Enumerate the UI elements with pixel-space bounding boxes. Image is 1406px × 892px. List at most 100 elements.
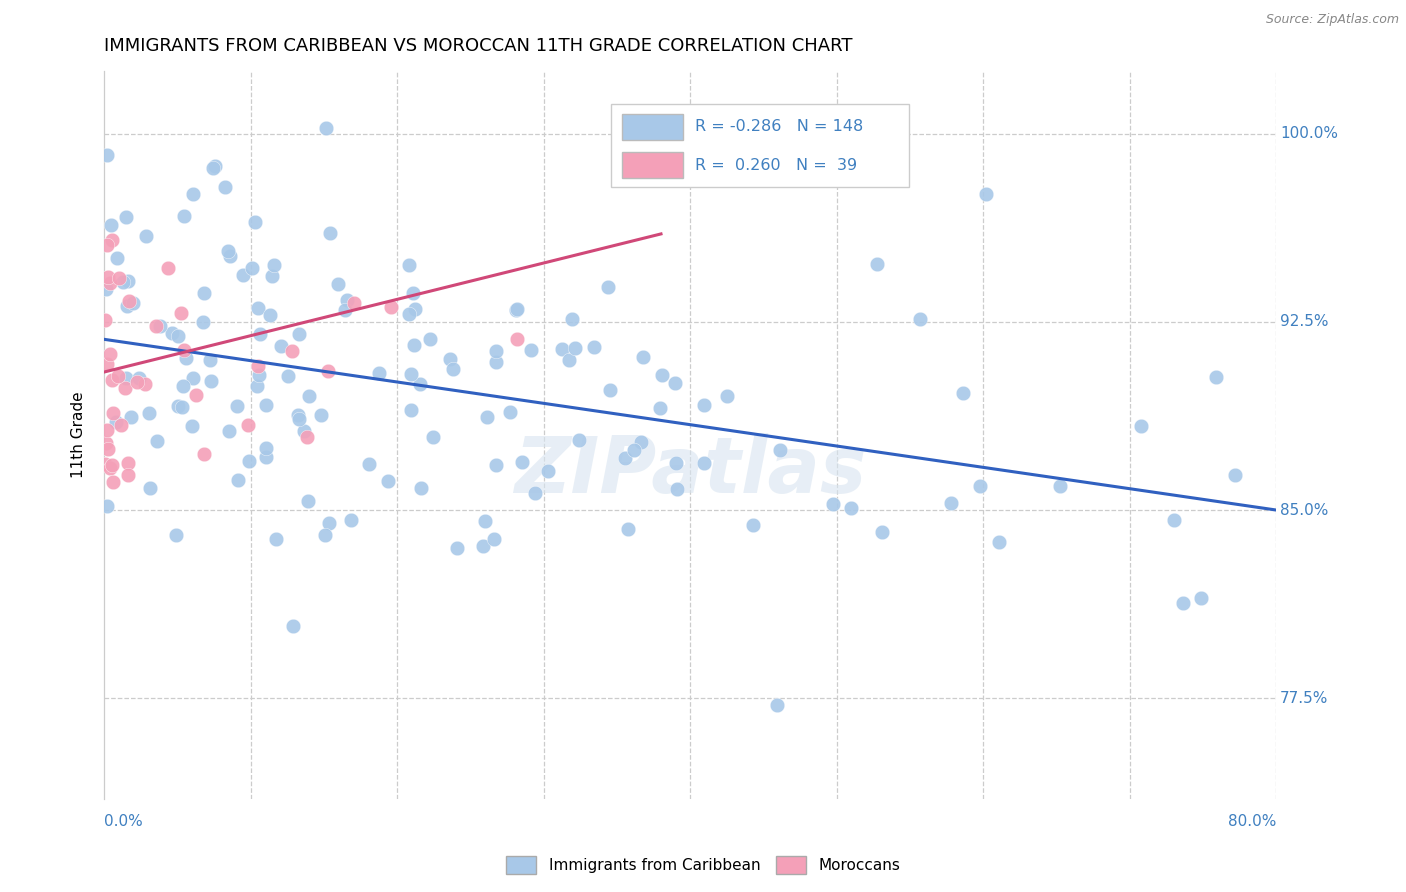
- Point: [1189, 591, 1212, 606]
- Point: [98, 276, 121, 290]
- Point: [377, 474, 399, 488]
- Point: [357, 457, 380, 471]
- Point: [138, 406, 160, 420]
- Y-axis label: 11th Grade: 11th Grade: [72, 392, 86, 478]
- Point: [510, 454, 533, 468]
- Point: [202, 161, 225, 175]
- Point: [117, 468, 139, 483]
- Point: [149, 319, 172, 334]
- Point: [870, 524, 893, 539]
- Point: [297, 493, 319, 508]
- Point: [482, 532, 505, 546]
- Text: R =  0.260   N =  39: R = 0.260 N = 39: [695, 158, 858, 173]
- Point: [183, 371, 205, 385]
- Point: [485, 355, 508, 369]
- Point: [505, 332, 527, 346]
- Point: [316, 364, 339, 378]
- Point: [249, 327, 271, 342]
- Point: [343, 296, 366, 310]
- Point: [98, 461, 121, 475]
- Point: [328, 277, 350, 292]
- Point: [218, 424, 240, 438]
- Point: [200, 353, 222, 368]
- Point: [1129, 418, 1152, 433]
- Point: [287, 408, 309, 422]
- Text: ZIPatlas: ZIPatlas: [515, 434, 866, 509]
- Point: [173, 209, 195, 223]
- Point: [398, 307, 420, 321]
- Point: [380, 300, 402, 314]
- Point: [117, 456, 139, 470]
- Point: [191, 315, 214, 329]
- Point: [281, 619, 304, 633]
- Point: [238, 454, 260, 468]
- Point: [96, 357, 118, 371]
- Point: [367, 366, 389, 380]
- Point: [100, 218, 122, 232]
- Point: [101, 475, 124, 489]
- Point: [218, 249, 240, 263]
- Point: [693, 456, 716, 470]
- Point: [277, 368, 299, 383]
- Point: [315, 121, 337, 136]
- Point: [97, 442, 120, 456]
- Point: [100, 373, 122, 387]
- Point: [172, 379, 194, 393]
- Point: [101, 233, 124, 247]
- Point: [117, 274, 139, 288]
- Point: [114, 370, 136, 384]
- Point: [243, 215, 266, 229]
- Point: [309, 408, 332, 422]
- Point: [165, 528, 187, 542]
- Point: [766, 698, 789, 712]
- Point: [558, 352, 581, 367]
- Point: [409, 481, 432, 495]
- Point: [94, 436, 117, 450]
- Point: [292, 424, 315, 438]
- Point: [107, 252, 129, 266]
- Point: [246, 379, 269, 393]
- Point: [120, 410, 142, 425]
- Point: [339, 513, 361, 527]
- Point: [505, 303, 527, 318]
- Point: [498, 404, 520, 418]
- Point: [242, 260, 264, 275]
- Point: [404, 302, 426, 317]
- Point: [281, 343, 304, 358]
- Point: [160, 326, 183, 340]
- Point: [523, 486, 546, 500]
- Point: [112, 275, 135, 289]
- Point: [568, 434, 591, 448]
- Point: [214, 180, 236, 194]
- Point: [665, 456, 688, 470]
- Point: [506, 302, 529, 317]
- Text: 92.5%: 92.5%: [1279, 314, 1329, 329]
- Point: [648, 401, 671, 416]
- Point: [974, 186, 997, 201]
- Point: [599, 383, 621, 397]
- Point: [146, 434, 169, 449]
- Point: [866, 257, 889, 271]
- Point: [167, 328, 190, 343]
- Point: [446, 541, 468, 555]
- Point: [336, 293, 359, 308]
- Point: [246, 301, 269, 315]
- Point: [664, 376, 686, 391]
- Point: [598, 280, 620, 294]
- Point: [484, 344, 506, 359]
- Point: [298, 389, 321, 403]
- Point: [475, 409, 498, 424]
- Point: [738, 165, 761, 179]
- Point: [247, 368, 270, 382]
- Point: [259, 308, 281, 322]
- Point: [839, 500, 862, 515]
- Point: [107, 369, 129, 384]
- Text: 100.0%: 100.0%: [1279, 126, 1339, 141]
- Point: [665, 482, 688, 496]
- Point: [254, 450, 277, 464]
- Point: [97, 269, 120, 284]
- Point: [422, 429, 444, 443]
- Point: [520, 343, 543, 358]
- Point: [314, 527, 336, 541]
- Point: [110, 418, 132, 433]
